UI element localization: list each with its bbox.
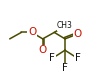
Text: CH3: CH3 [57,21,73,30]
Text: O: O [73,29,82,39]
Text: F: F [49,53,55,63]
Text: F: F [75,53,81,63]
Text: F: F [62,63,68,73]
Text: O: O [28,27,36,37]
Text: O: O [39,45,47,55]
